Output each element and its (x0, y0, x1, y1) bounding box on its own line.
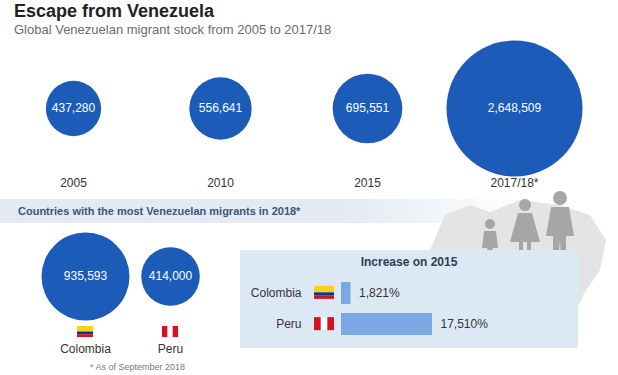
svg-text:Colombia: Colombia (251, 286, 302, 300)
svg-text:Colombia: Colombia (60, 342, 111, 356)
svg-text:2,648,509: 2,648,509 (488, 101, 542, 115)
html-text:Escape from Venezuela: Escape from Venezuela (14, 1, 215, 21)
svg-text:2015: 2015 (354, 176, 381, 190)
svg-text:17,510%: 17,510% (441, 317, 489, 331)
svg-text:2017/18*: 2017/18* (490, 176, 538, 190)
svg-text:Peru: Peru (276, 317, 301, 331)
html-text:Countries with the most Venezu: Countries with the most Venezuelan migra… (18, 205, 301, 217)
svg-text:556,641: 556,641 (199, 101, 243, 115)
svg-text:2005: 2005 (60, 176, 87, 190)
html-text:Global Venezuelan migrant stoc: Global Venezuelan migrant stock from 200… (14, 22, 332, 37)
svg-text:414,000: 414,000 (149, 269, 193, 283)
html-text:Increase on 2015: Increase on 2015 (360, 255, 458, 269)
svg-text:2010: 2010 (207, 176, 234, 190)
svg-text:Peru: Peru (158, 342, 183, 356)
html-text:* As of September 2018: * As of September 2018 (90, 362, 186, 372)
svg-text:695,551: 695,551 (346, 101, 390, 115)
svg-text:1,821%: 1,821% (359, 286, 400, 300)
svg-text:437,280: 437,280 (52, 101, 96, 115)
svg-text:935,593: 935,593 (64, 269, 108, 283)
